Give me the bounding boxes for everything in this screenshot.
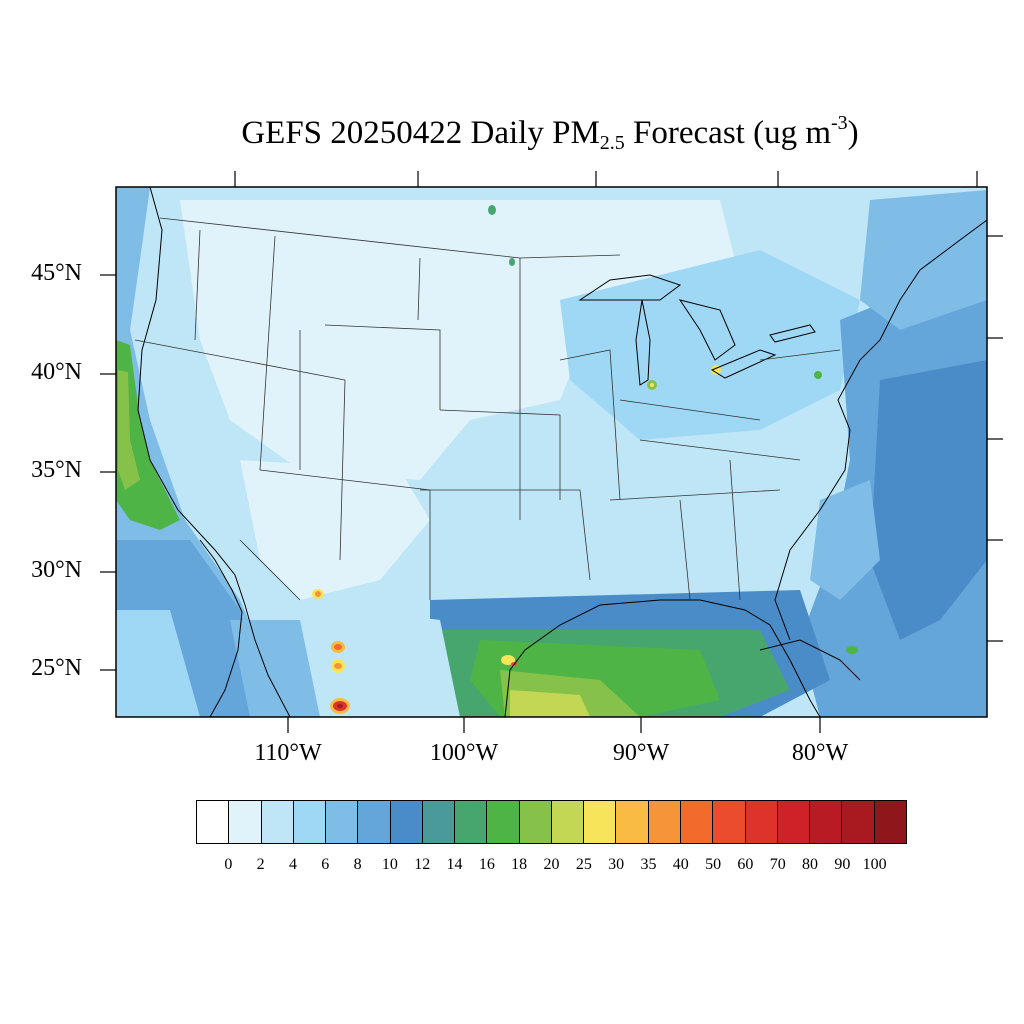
- pm-field-southeast: [590, 440, 830, 600]
- colorbar-tick-label: 70: [769, 856, 786, 873]
- pm-field-atlantic-inner: [810, 480, 880, 600]
- colorbar-tick-label: 12: [414, 856, 431, 873]
- lon-label-110w: 110°W: [254, 740, 322, 766]
- lake-ontario: [769, 324, 816, 343]
- lake-huron: [678, 299, 736, 361]
- colorbar-tick-label: 100: [862, 856, 887, 873]
- hotspot-bahamas: [846, 646, 858, 654]
- lon-label-90w: 90°W: [612, 740, 670, 766]
- colorbar-swatch: [455, 801, 488, 843]
- colorbar-swatch: [551, 801, 585, 843]
- colorbar-swatch: [648, 801, 681, 843]
- colorbar-swatch: [584, 801, 617, 843]
- pm-field-mexico: [280, 600, 460, 717]
- colorbar-tick-label: 90: [834, 856, 851, 873]
- pm-field-plains: [180, 200, 740, 480]
- colorbar-swatch: [713, 801, 746, 843]
- pm-field-mexico-blue: [230, 620, 320, 717]
- colorbar-swatch: [745, 801, 778, 843]
- colorbar-swatch: [519, 801, 552, 843]
- title-middle: Forecast (ug m: [624, 115, 831, 151]
- lon-label-80w: 80°W: [791, 740, 849, 766]
- hotspot-mexico-mid: [331, 659, 345, 673]
- hotspot-chicago: [647, 380, 657, 390]
- pm-field-gulf-core: [510, 690, 590, 717]
- colorbar-tick-label: 25: [575, 856, 592, 873]
- colorbar: [196, 800, 907, 844]
- colorbar-tick-label: 80: [802, 856, 819, 873]
- lat-label-25n: 25°N: [31, 655, 82, 681]
- colorbar-swatch: [326, 801, 359, 843]
- colorbar-swatch: [487, 801, 520, 843]
- state-boundaries: [134, 217, 841, 601]
- colorbar-swatch: [680, 801, 714, 843]
- colorbar-tick-label: 40: [672, 856, 689, 873]
- colorbar-tick-label: 16: [478, 856, 495, 873]
- colorbar-tick-label: 8: [353, 856, 362, 873]
- pm-field-northeast-ocean: [860, 190, 987, 330]
- bottom-ticks: [287, 717, 821, 733]
- pm-field-pacific-far: [116, 610, 200, 717]
- colorbar-swatch: [874, 801, 906, 843]
- lat-label-45n: 45°N: [31, 260, 82, 286]
- lake-superior: [578, 274, 682, 301]
- colorbar-tick-label: 10: [381, 856, 398, 873]
- pm-field-southwest: [240, 460, 430, 600]
- map-title: GEFS 20250422 Daily PM2.5 Forecast (ug m…: [0, 112, 1024, 155]
- colorbar-tick-label: 50: [705, 856, 722, 873]
- top-ticks: [234, 171, 978, 187]
- coastline-cuba: [759, 639, 861, 681]
- hotspot-chihuahua: [312, 589, 324, 599]
- colorbar-swatch: [293, 801, 327, 843]
- coastline-baja: [199, 539, 243, 717]
- colorbar-tick-label: 60: [737, 856, 754, 873]
- colorbar-swatch: [777, 801, 811, 843]
- map-border: [115, 186, 988, 718]
- left-ticks: [100, 274, 116, 671]
- colorbar-tick-label: 35: [640, 856, 657, 873]
- colorbar-swatch: [810, 801, 843, 843]
- colorbar-swatch: [261, 801, 294, 843]
- lake-michigan: [635, 299, 651, 386]
- hotspot-mexico-north: [331, 641, 345, 653]
- title-subscript: 2.5: [599, 132, 625, 154]
- pm-field-atlantic-deep: [870, 360, 987, 640]
- colorbar-swatch: [358, 801, 391, 843]
- lat-label-30n: 30°N: [31, 557, 82, 583]
- colorbar-tick-label: 20: [543, 856, 560, 873]
- colorbar-swatch: [842, 801, 875, 843]
- pm-field-great-lakes: [560, 250, 860, 440]
- colorbar-swatch: [422, 801, 456, 843]
- colorbar-tick-label: 30: [608, 856, 625, 873]
- colorbar-tick-label: 2: [256, 856, 265, 873]
- lon-label-100w: 100°W: [429, 740, 499, 766]
- hotspot-mexico-south: [330, 698, 350, 714]
- colorbar-tick-label: 6: [321, 856, 330, 873]
- pm-field-calcoast2: [118, 370, 140, 490]
- coastline-west: [137, 187, 291, 717]
- colorbar-tick-label: 4: [288, 856, 297, 873]
- colorbar-swatch: [390, 801, 423, 843]
- colorbar-tick-label: 14: [446, 856, 463, 873]
- coastline-gulf: [504, 599, 821, 717]
- lake-erie: [710, 349, 777, 379]
- lat-label-35n: 35°N: [31, 457, 82, 483]
- title-suffix: ): [847, 115, 859, 151]
- colorbar-tick-label: 18: [511, 856, 528, 873]
- right-ticks: [987, 235, 1003, 642]
- hotspot-northern-plains: [488, 205, 515, 266]
- colorbar-tick-label: 0: [224, 856, 233, 873]
- colorbar-swatch: [229, 801, 262, 843]
- title-superscript: -3: [831, 112, 848, 134]
- colorbar-swatch: [616, 801, 649, 843]
- title-prefix: GEFS 20250422 Daily PM: [241, 115, 600, 151]
- hotspot-pennsylvania: [814, 371, 822, 379]
- coastline-east: [774, 219, 987, 641]
- lat-label-40n: 40°N: [31, 359, 82, 385]
- colorbar-swatch: [197, 801, 230, 843]
